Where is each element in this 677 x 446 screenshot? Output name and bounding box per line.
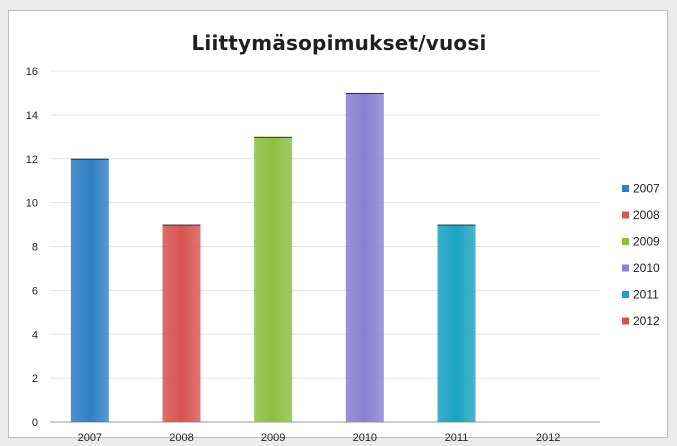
- y-tick-label: 6: [32, 285, 38, 297]
- legend-label: 2011: [633, 288, 659, 302]
- y-tick-label: 16: [26, 66, 38, 78]
- legend-label: 2012: [633, 314, 660, 328]
- bar-2008: [162, 224, 201, 422]
- bar-rect: [70, 158, 109, 422]
- legend-item-2010: 2010: [622, 261, 660, 275]
- y-tick-label: 2: [32, 373, 38, 385]
- bar-rect: [254, 136, 293, 422]
- legend-swatch: [622, 291, 629, 298]
- legend-swatch: [622, 211, 629, 219]
- x-tick-label: 2010: [353, 432, 377, 444]
- bar-2009: [254, 136, 293, 422]
- y-axis-ticks: 0 2 4 6 8 10 12 14 16: [26, 66, 38, 429]
- y-tick-label: 8: [32, 242, 38, 254]
- legend-label: 2009: [633, 235, 660, 249]
- x-tick-label: 2007: [78, 432, 102, 444]
- x-tick-label: 2008: [169, 432, 193, 444]
- legend-item-2009: 2009: [622, 235, 660, 249]
- bar-rect: [345, 92, 384, 422]
- legend-swatch: [622, 238, 629, 245]
- y-tick-label: 14: [26, 110, 38, 122]
- legend-item-2007: 2007: [622, 182, 660, 196]
- y-tick-label: 0: [32, 417, 38, 429]
- chart-frame: Liittymäsopimukset/vuosi: [8, 10, 668, 438]
- legend-swatch: [622, 264, 629, 272]
- x-tick-label: 2009: [261, 432, 285, 444]
- bar-2010: [345, 92, 384, 422]
- x-tick-label: 2011: [445, 432, 469, 444]
- bar-2011: [437, 224, 476, 422]
- y-tick-label: 10: [26, 198, 38, 210]
- legend-item-2012: 2012: [622, 314, 660, 328]
- legend-label: 2007: [633, 182, 660, 196]
- y-tick-label: 4: [32, 329, 38, 341]
- chart-title: Liittymäsopimukset/vuosi: [191, 31, 487, 55]
- legend-item-2008: 2008: [622, 208, 660, 222]
- legend-label: 2008: [633, 208, 660, 222]
- x-axis-ticks: 2007 2008 2009 2010 2011 2012: [78, 432, 561, 444]
- bars: [70, 92, 476, 422]
- gridlines: [50, 70, 600, 423]
- x-tick-label: 2012: [536, 432, 560, 444]
- legend-swatch: [622, 185, 629, 192]
- legend-label: 2010: [633, 261, 660, 275]
- legend-swatch: [622, 317, 629, 325]
- bar-2007: [70, 158, 109, 422]
- legend-item-2011: 2011: [622, 288, 659, 302]
- y-tick-label: 12: [26, 154, 38, 166]
- bar-rect: [437, 224, 476, 422]
- legend: 2007 2008 2009 2010 2011 2012: [622, 182, 660, 328]
- bar-rect: [162, 224, 201, 422]
